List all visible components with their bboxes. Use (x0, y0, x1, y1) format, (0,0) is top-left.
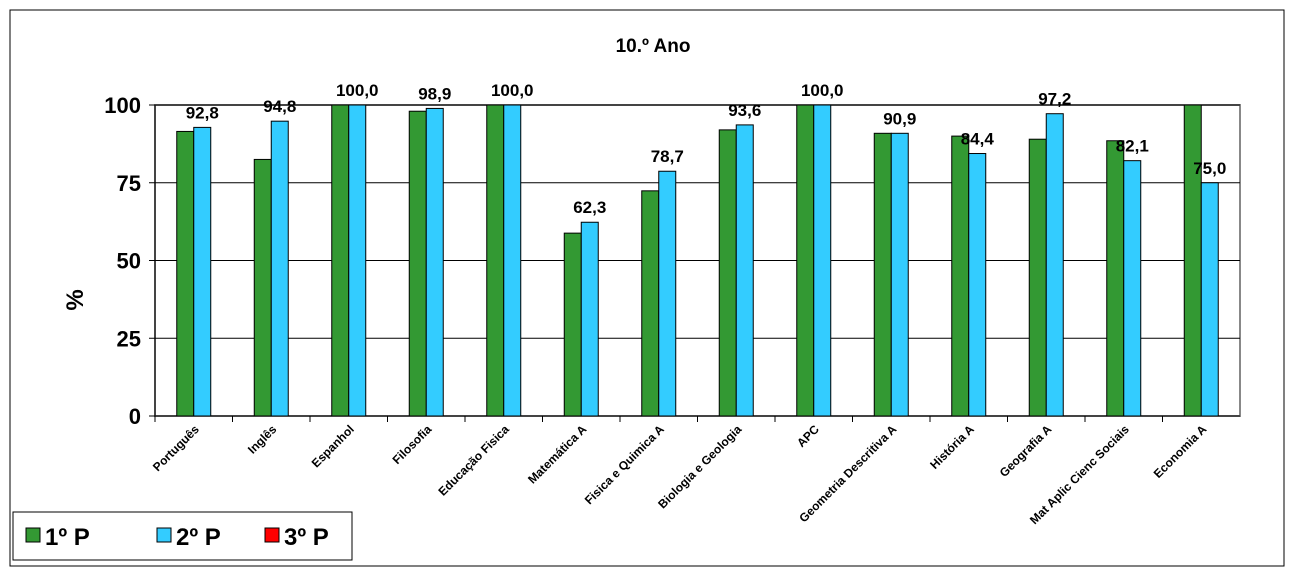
legend-label: 2º P (176, 524, 221, 551)
bar (1123, 160, 1142, 417)
bar (253, 158, 272, 417)
bar (486, 104, 505, 417)
value-label: 82,1 (1116, 137, 1149, 156)
bar (408, 110, 427, 417)
legend-label: 1º P (45, 524, 90, 551)
chart-title: 10.º Ano (616, 36, 691, 57)
value-label: 84,4 (961, 130, 995, 149)
bar (641, 190, 660, 417)
bar (735, 124, 754, 417)
bar (658, 170, 677, 417)
bar (718, 129, 737, 417)
y-axis-label: % (62, 289, 89, 310)
y-tick-label: 75 (117, 171, 141, 196)
value-label: 75,0 (1193, 159, 1226, 178)
legend-label: 3º P (284, 524, 329, 551)
bar (1106, 140, 1125, 417)
bar (796, 104, 815, 417)
bar (580, 221, 599, 417)
bar (270, 120, 289, 417)
value-label: 93,6 (728, 101, 761, 120)
value-label: 100,0 (801, 81, 844, 100)
bar (193, 126, 212, 417)
bar (176, 130, 195, 417)
bar (968, 153, 987, 417)
bar (873, 132, 892, 417)
value-label: 100,0 (491, 81, 534, 100)
legend-swatch (156, 527, 172, 543)
legend-swatch (25, 527, 41, 543)
legend-swatch (264, 527, 280, 543)
bar (1028, 138, 1047, 417)
bar (348, 104, 367, 417)
value-label: 98,9 (418, 84, 451, 103)
legend-box (12, 511, 353, 561)
y-tick-label: 25 (117, 326, 141, 351)
value-label: 62,3 (573, 198, 606, 217)
bar (425, 107, 444, 417)
value-label: 100,0 (336, 81, 379, 100)
bar (951, 135, 970, 417)
bar (813, 104, 832, 417)
bar (1183, 104, 1202, 417)
bar (890, 132, 909, 417)
y-tick-label: 0 (129, 404, 141, 429)
value-label: 90,9 (883, 109, 916, 128)
y-tick-label: 50 (117, 249, 141, 274)
value-label: 94,8 (263, 97, 296, 116)
bar (563, 232, 582, 417)
value-label: 78,7 (651, 147, 684, 166)
y-tick-label: 100 (104, 93, 141, 118)
bar (331, 104, 350, 417)
value-label: 97,2 (1038, 90, 1071, 109)
bar (1200, 182, 1219, 417)
bar (1045, 113, 1064, 417)
bar (503, 104, 522, 417)
value-label: 92,8 (186, 103, 219, 122)
